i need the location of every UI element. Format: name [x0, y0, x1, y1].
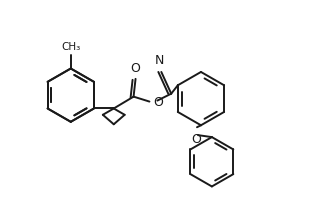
Text: N: N	[154, 54, 164, 67]
Text: O: O	[153, 96, 163, 109]
Text: O: O	[191, 133, 201, 146]
Text: O: O	[131, 62, 141, 75]
Text: CH₃: CH₃	[61, 42, 80, 52]
